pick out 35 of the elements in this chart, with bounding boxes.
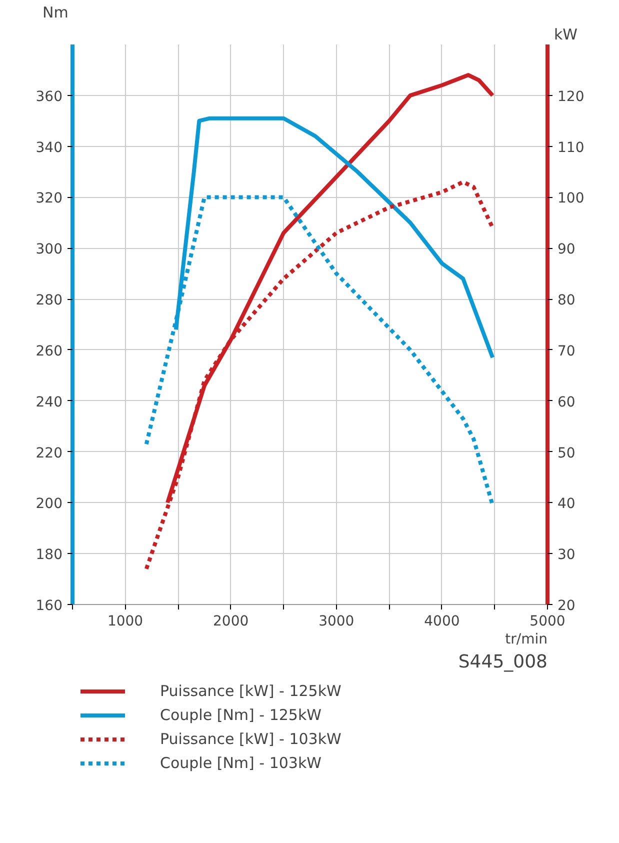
y2-tick-label: 20 <box>558 598 576 614</box>
y2-tick-label: 60 <box>558 394 576 410</box>
y2-tick-label: 90 <box>558 242 576 258</box>
x-axis-title: tr/min <box>505 632 548 648</box>
y-tick-label: 260 <box>36 343 63 360</box>
y-tick-label: 200 <box>36 496 63 512</box>
x-tick-label: 4000 <box>424 614 460 630</box>
x-tick-label: 3000 <box>318 614 354 630</box>
y2-tick-label: 110 <box>558 140 584 156</box>
legend-label: Couple [Nm] - 125kW <box>160 706 322 724</box>
text: S445_008 <box>458 652 548 672</box>
legend-label: Puissance [kW] - 125kW <box>160 682 342 700</box>
y2-tick-label: 120 <box>558 88 584 105</box>
x-tick-label: 2000 <box>213 614 249 630</box>
y2-tick-label: 30 <box>558 547 576 564</box>
y-tick-label: 240 <box>36 394 63 410</box>
y-tick-label: 360 <box>36 88 63 105</box>
y2-axis-title: kW <box>554 26 578 44</box>
y-tick-label: 180 <box>36 547 63 564</box>
y-tick-label: 160 <box>36 598 63 614</box>
y-axis-title: Nm <box>42 4 68 22</box>
y-tick-label: 300 <box>36 242 63 258</box>
y2-tick-label: 80 <box>558 292 576 309</box>
y2-tick-label: 40 <box>558 496 576 512</box>
x-tick-label: 1000 <box>107 614 144 630</box>
x-tick-label: 5000 <box>530 614 566 630</box>
legend-label: Couple [Nm] - 103kW <box>160 754 322 772</box>
legend-label: Puissance [kW] - 103kW <box>160 730 342 748</box>
y2-tick-label: 50 <box>558 445 576 462</box>
y-tick-label: 340 <box>36 140 63 156</box>
y2-tick-label: 100 <box>558 190 584 207</box>
y-tick-label: 320 <box>36 190 63 207</box>
y-tick-label: 220 <box>36 445 63 462</box>
y-tick-label: 280 <box>36 292 63 309</box>
y2-tick-label: 70 <box>558 343 576 360</box>
